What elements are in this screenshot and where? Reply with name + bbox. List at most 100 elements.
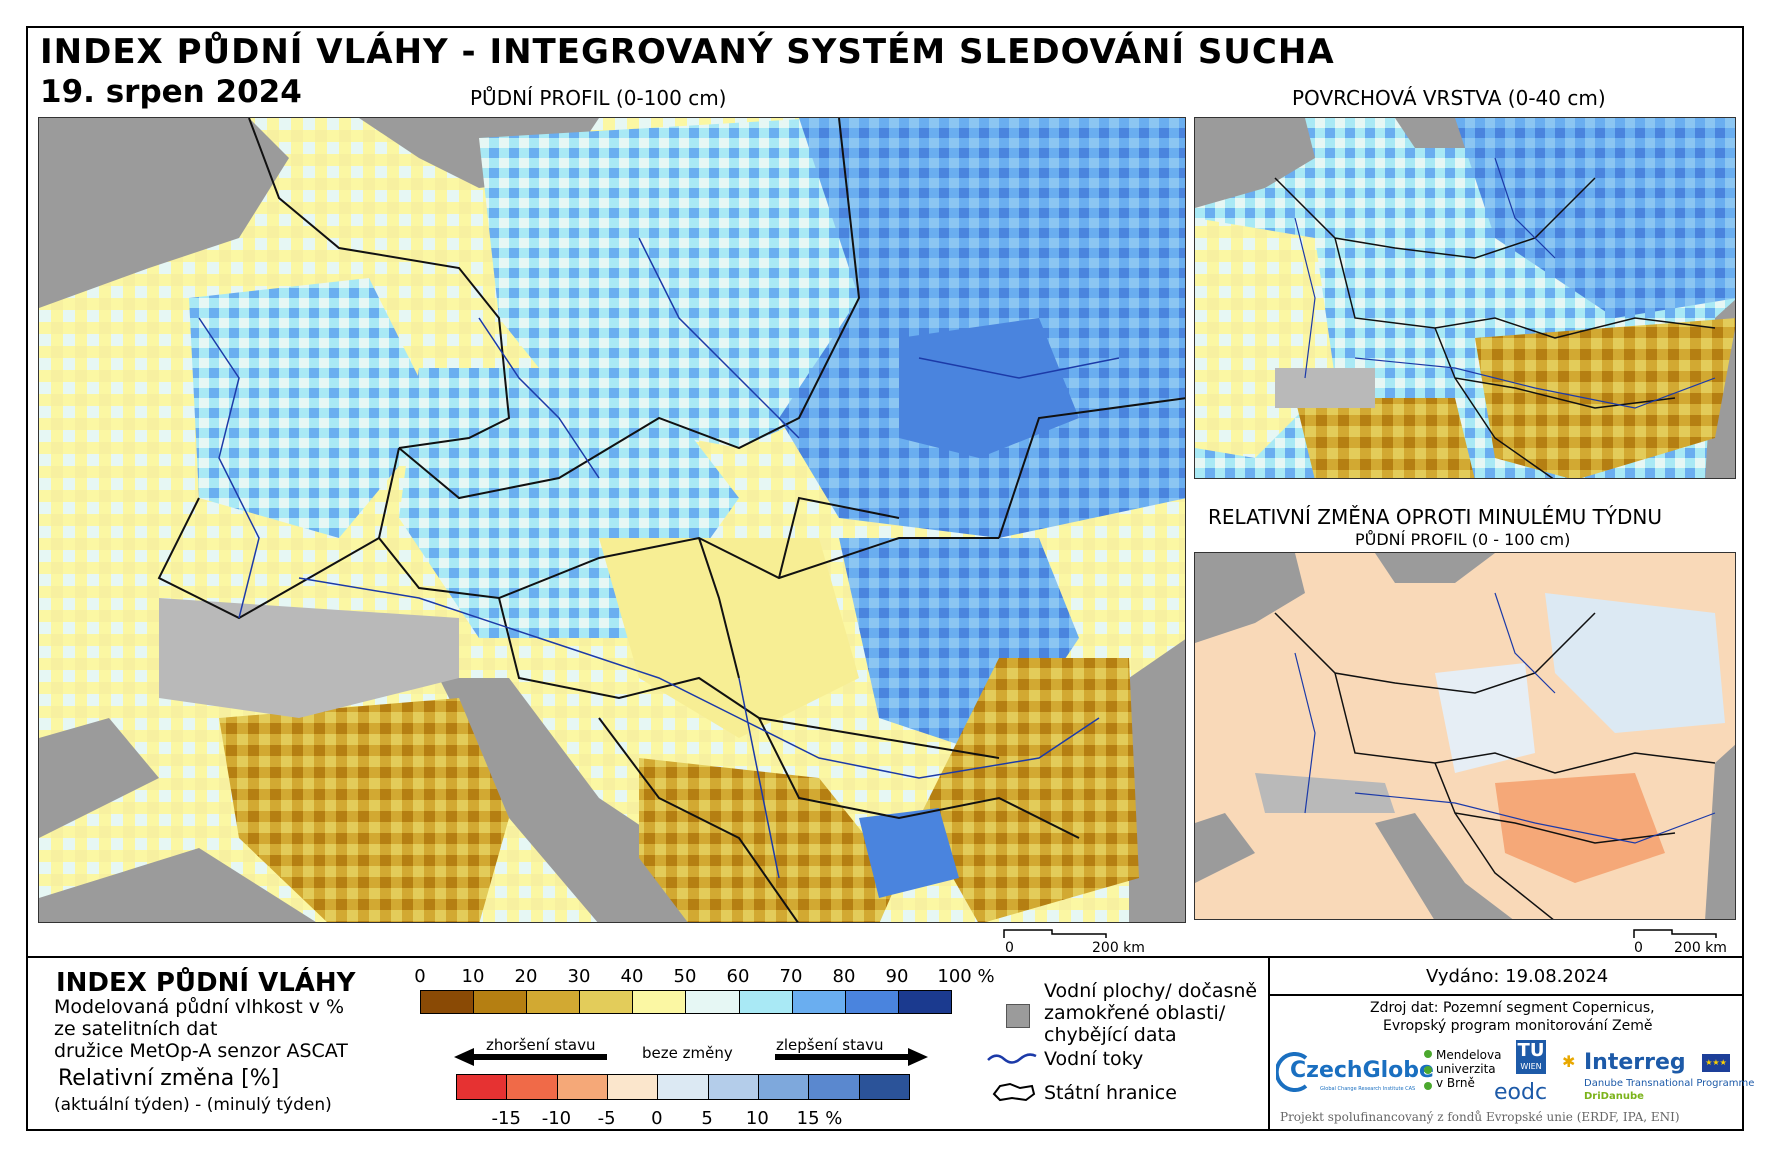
mendelu-logo-line-2: univerzita [1436,1062,1496,1076]
river-line-icon [987,1053,1037,1064]
interreg-logo-text: Interreg [1584,1050,1686,1075]
index-tick-label: 60 [726,966,750,987]
change-tick-label: -5 [597,1108,616,1129]
better-arrow-icon [775,1048,928,1066]
ramp-swatch [421,991,474,1013]
tu-wien-logo: TU WIEN [1516,1040,1546,1074]
index-tick-label: 40 [620,966,644,987]
state-borders [157,118,1185,922]
alps-missing-data [159,598,459,718]
relative-change-title: Relativní změna [%] [58,1066,280,1091]
legend-title: INDEX PŮDNÍ VLÁHY [56,968,356,998]
border-outline-icon [992,1082,1036,1102]
change-tick-label: -10 [541,1108,572,1129]
ramp-swatch [579,991,633,1013]
source-line-2: Evropský program monitorování Země [1383,1018,1653,1034]
rivers [198,237,1120,879]
change-tick-label: 5 [701,1108,713,1129]
ramp-swatch [791,991,845,1013]
change-tick-label: 15 % [796,1108,843,1129]
index-tick-label: 90 [885,966,909,987]
legend-desc-2: ze satelitních dat [54,1018,218,1040]
wet-spot-bulgaria [859,808,959,898]
ramp-swatch [526,991,580,1013]
issue-date-heading: 19. srpen 2024 [40,74,302,110]
index-tick-label: 20 [514,966,538,987]
index-tick-label: 100 % [937,966,995,987]
issued-divider [1268,994,1744,996]
ramp-swatch [707,1075,758,1099]
change-tick-label: 10 [745,1108,769,1129]
index-color-ramp [420,990,952,1014]
water-label-3: chybějící data [1044,1024,1177,1046]
main-scale-zero: 0 [1005,940,1014,956]
index-tick-label: 80 [832,966,856,987]
ramp-swatch [632,991,686,1013]
page-title: INDEX PŮDNÍ VLÁHY - INTEGROVANÝ SYSTÉM S… [40,32,1335,72]
borders-label: Státní hranice [1044,1082,1177,1104]
change-color-ramp [456,1074,910,1100]
source-line-1: Zdroj dat: Pozemní segment Copernicus, [1370,1000,1655,1016]
index-tick-label: 10 [461,966,485,987]
ramp-swatch [738,991,792,1013]
inset-scale-label: 200 km [1674,940,1727,956]
main-scale-label: 200 km [1092,940,1145,956]
wet-region-germany [189,278,439,538]
ramp-swatch [506,1075,557,1099]
ramp-swatch [556,1075,607,1099]
eu-flag-icon: ★★★ [1702,1054,1730,1072]
tyrrhenian-sea [39,848,316,922]
ramp-swatch [757,1075,809,1099]
index-tick-label: 50 [673,966,697,987]
ramp-swatch [657,1075,708,1099]
legend-desc-3: družice MetOp-A senzor ASCAT [54,1040,348,1062]
interreg-logo: ✱ Interreg ★★★ Danube Transnational Prog… [1562,1050,1755,1102]
change-tick-label: 0 [651,1108,663,1129]
index-tick-label: 70 [779,966,803,987]
rivers-label: Vodní toky [1044,1048,1144,1070]
water-missing-swatch [1006,1004,1030,1028]
ramp-swatch [685,991,739,1013]
tu-wien-logo-subtext: WIEN [1520,1062,1542,1071]
dry-region-balkans [639,758,899,922]
main-soil-moisture-map [38,117,1186,923]
mendelu-logo-line-3: v Brně [1436,1076,1475,1090]
water-label-2: zamokřené oblasti/ [1044,1002,1226,1024]
change-map-caption: RELATIVNÍ ZMĚNA OPROTI MINULÉMU TÝDNU [1208,505,1663,529]
issued-date: Vydáno: 19.08.2024 [1426,966,1609,987]
dry-region-italy [219,698,509,922]
north-sea [39,118,289,308]
very-wet-core [899,318,1079,458]
inset-scale-bar [1632,928,1722,944]
ramp-swatch [897,991,951,1013]
ramp-swatch [858,1075,909,1099]
relative-change-desc: (aktuální týden) - (minulý týden) [54,1095,332,1115]
ramp-swatch [473,991,527,1013]
inset-scale-zero: 0 [1634,940,1643,956]
worse-label: zhoršení stavu [486,1036,596,1054]
main-map-caption: PŮDNÍ PROFIL (0-100 cm) [470,86,727,110]
index-tick-label: 0 [414,966,426,987]
dry-region-east-romania [919,658,1139,922]
info-divider [1268,956,1270,1131]
mendelu-logo-line-1: Mendelova [1436,1048,1502,1062]
czechglobe-logo-text: CzechGlobe [1290,1058,1434,1083]
surface-layer-map [1194,117,1736,479]
czechglobe-logo-subtext: Global Change Research Institute CAS [1320,1086,1416,1092]
black-sea [1129,639,1185,922]
worse-arrow-icon [454,1048,607,1066]
legend-divider [26,956,1744,958]
main-scale-bar [1002,928,1112,944]
ramp-swatch [808,1075,859,1099]
water-label-1: Vodní plochy/ dočasně [1044,980,1258,1002]
gulf-of-lion [39,718,159,838]
same-label: beze změny [642,1044,733,1062]
weekly-change-map [1194,552,1736,920]
funding-footer: Projekt spolufinancovaný z fondů Evropsk… [1280,1110,1680,1124]
better-label: zlepšení stavu [776,1036,884,1054]
ramp-swatch [457,1075,507,1099]
ramp-swatch [606,1075,658,1099]
change-tick-label: -15 [491,1108,521,1129]
interreg-logo-subtext-1: Danube Transnational Programme [1584,1078,1755,1089]
ramp-swatch [844,991,898,1013]
